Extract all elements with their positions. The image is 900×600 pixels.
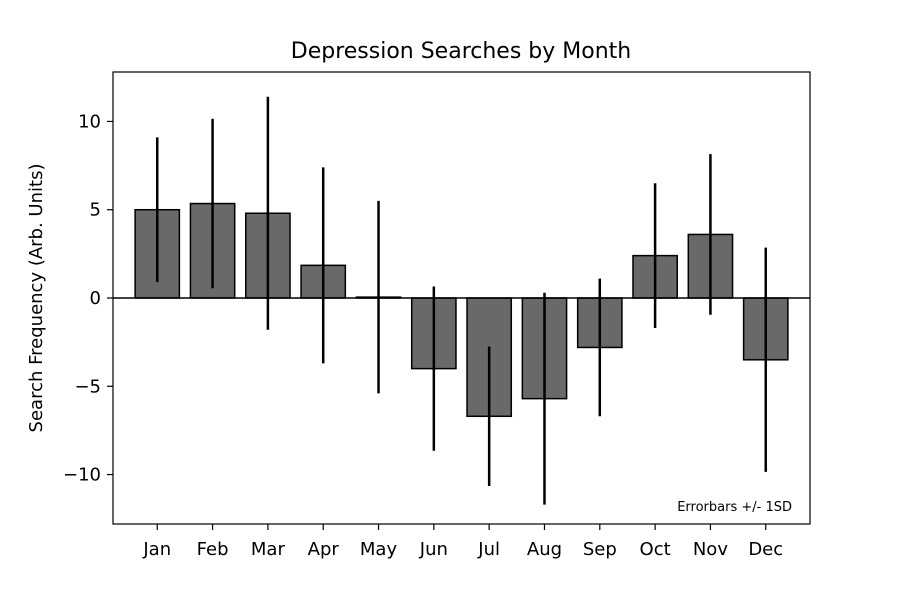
y-tick-label: −5 <box>74 376 101 397</box>
x-tick-label-nov: Nov <box>693 539 728 560</box>
x-tick-label-may: May <box>360 539 398 560</box>
bars-group <box>134 202 789 418</box>
x-tick-label-feb: Feb <box>197 539 229 560</box>
x-tick-label-apr: Apr <box>308 539 340 560</box>
x-tick-label-jun: Jun <box>419 539 448 560</box>
y-axis-ticks: −10 −5 0 5 10 <box>63 111 113 486</box>
y-axis-label: Search Frequency (Arb. Units) <box>26 164 47 433</box>
x-tick-label-sep: Sep <box>583 539 617 560</box>
y-tick-label: 10 <box>78 111 101 132</box>
x-axis-ticks: Jan Feb Mar Apr May Jun Jul Aug Sep Oct Nov Dec <box>142 524 783 560</box>
x-tick-label-mar: Mar <box>251 539 286 560</box>
errorbars-group <box>156 96 767 505</box>
x-tick-label-jan: Jan <box>142 539 171 560</box>
x-tick-label-oct: Oct <box>640 539 671 560</box>
x-tick-label-aug: Aug <box>527 539 562 560</box>
y-tick-label: 5 <box>90 200 101 221</box>
chart-title: Depression Searches by Month <box>291 39 631 64</box>
x-tick-label-jul: Jul <box>477 539 500 560</box>
y-tick-label: 0 <box>90 288 101 309</box>
y-tick-label: −10 <box>63 465 101 486</box>
x-tick-label-dec: Dec <box>748 539 783 560</box>
errorbar-note: Errorbars +/- 1SD <box>677 500 792 515</box>
